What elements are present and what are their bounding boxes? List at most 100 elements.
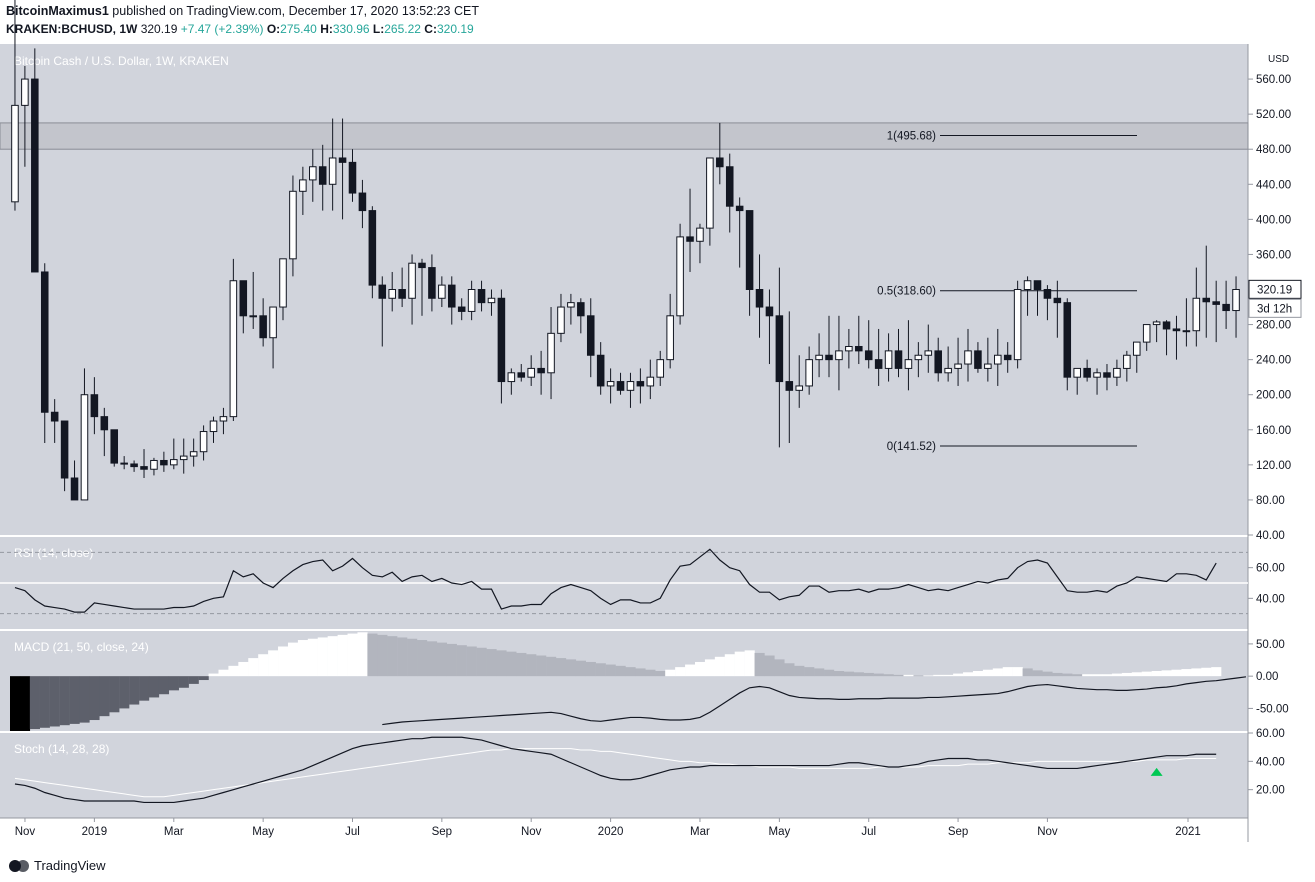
candle-body bbox=[1152, 321, 1161, 326]
countdown-box bbox=[1248, 298, 1302, 318]
candle-body bbox=[646, 376, 655, 387]
publish-info: BitcoinMaximus1 published on TradingView… bbox=[6, 4, 479, 18]
candle-body bbox=[914, 354, 923, 361]
candle bbox=[775, 267, 784, 448]
macd-histogram-bar bbox=[1102, 674, 1113, 677]
candle-body bbox=[348, 161, 357, 194]
candle-body bbox=[289, 190, 297, 260]
candle-body bbox=[279, 258, 287, 308]
footer-brand[interactable]: TradingView bbox=[8, 858, 106, 873]
macd-line bbox=[382, 676, 1247, 726]
candle-body bbox=[318, 166, 327, 185]
candle-body bbox=[199, 431, 208, 453]
candle bbox=[438, 276, 446, 308]
candle-body bbox=[170, 459, 178, 466]
macd-histogram-bar bbox=[714, 656, 725, 677]
macd-histogram-bar bbox=[387, 636, 398, 677]
candle bbox=[100, 407, 109, 457]
macd-histogram-bar bbox=[367, 633, 378, 677]
macd-histogram-bar bbox=[556, 658, 567, 677]
stoch-title: Stoch (14, 28, 28) bbox=[14, 742, 109, 756]
y-tick-label: 80.00 bbox=[1256, 495, 1285, 507]
macd-histogram-bar bbox=[158, 676, 170, 695]
candle bbox=[646, 359, 655, 400]
candle bbox=[735, 197, 744, 268]
macd-histogram-bar bbox=[923, 675, 934, 677]
candle-body bbox=[994, 354, 1002, 365]
candle bbox=[428, 254, 436, 312]
candle-body bbox=[716, 157, 724, 168]
candle-body bbox=[1113, 367, 1121, 378]
macd-histogram-bar bbox=[297, 640, 309, 677]
candle-body bbox=[864, 350, 873, 361]
candle bbox=[716, 122, 724, 185]
macd-histogram-bar bbox=[1072, 674, 1083, 677]
candle bbox=[1083, 359, 1091, 382]
candle bbox=[259, 298, 267, 347]
candle bbox=[874, 328, 883, 386]
x-tick-label: 2019 bbox=[82, 826, 108, 838]
macd-histogram-bar bbox=[972, 671, 984, 677]
candle bbox=[31, 48, 39, 273]
candle bbox=[954, 337, 962, 386]
macd-histogram-bar bbox=[148, 676, 160, 698]
high-value: 330.96 bbox=[332, 22, 370, 36]
candle-body bbox=[477, 289, 486, 304]
candle-body bbox=[50, 411, 59, 422]
candle bbox=[50, 399, 59, 443]
macd-histogram-bar bbox=[675, 667, 686, 677]
candle-body bbox=[954, 363, 962, 369]
candle-body bbox=[855, 345, 863, 352]
macd-histogram-bar bbox=[1131, 672, 1142, 677]
candle-body bbox=[438, 284, 446, 299]
candle bbox=[626, 372, 635, 408]
candle bbox=[934, 337, 942, 382]
macd-histogram-bar bbox=[407, 638, 418, 677]
price-axis-unit: USD bbox=[1268, 54, 1289, 65]
y-tick-label: 400.00 bbox=[1256, 214, 1291, 226]
candle bbox=[70, 460, 79, 501]
macd-histogram-bar bbox=[337, 634, 348, 677]
candle bbox=[507, 368, 516, 395]
candle-body bbox=[269, 306, 277, 339]
candle-body bbox=[984, 363, 992, 369]
author-name[interactable]: BitcoinMaximus1 bbox=[6, 4, 109, 18]
candle bbox=[170, 438, 178, 470]
candle bbox=[160, 451, 168, 472]
rsi-title: RSI (14, close) bbox=[14, 546, 93, 560]
candle bbox=[894, 328, 903, 378]
candle bbox=[130, 460, 138, 472]
candle bbox=[586, 298, 595, 378]
macd-histogram-bar bbox=[863, 672, 874, 677]
candle bbox=[299, 166, 307, 215]
x-tick-label: Mar bbox=[164, 826, 184, 838]
candle-body bbox=[259, 315, 267, 339]
macd-histogram-bar bbox=[1002, 667, 1013, 677]
open-label: O: bbox=[266, 22, 281, 36]
fib-level-label: 0(141.52) bbox=[887, 441, 936, 453]
macd-histogram-bar bbox=[665, 669, 676, 677]
candle-body bbox=[666, 315, 674, 361]
macd-histogram-bar bbox=[278, 646, 289, 677]
macd-histogram-bar bbox=[287, 642, 299, 677]
price-change: +7.47 (+2.39%) bbox=[180, 22, 264, 36]
candle-body bbox=[1172, 328, 1181, 332]
candle bbox=[825, 315, 833, 378]
macd-histogram-bar bbox=[397, 637, 408, 677]
candle bbox=[1093, 368, 1101, 395]
macd-histogram-bar bbox=[327, 636, 338, 677]
candle bbox=[547, 307, 555, 400]
candle bbox=[11, 0, 19, 211]
candle bbox=[666, 293, 674, 369]
candle bbox=[1103, 364, 1111, 391]
candle-body bbox=[735, 205, 744, 212]
candle-body bbox=[1182, 330, 1191, 333]
macd-histogram-bar bbox=[694, 661, 706, 677]
candle-body bbox=[1132, 341, 1141, 356]
last-price-label: 320.19 bbox=[1257, 284, 1292, 296]
candle bbox=[765, 289, 774, 365]
macd-histogram-bar bbox=[218, 669, 229, 677]
candle-body bbox=[1023, 280, 1032, 291]
macd-histogram-bar bbox=[804, 667, 815, 677]
